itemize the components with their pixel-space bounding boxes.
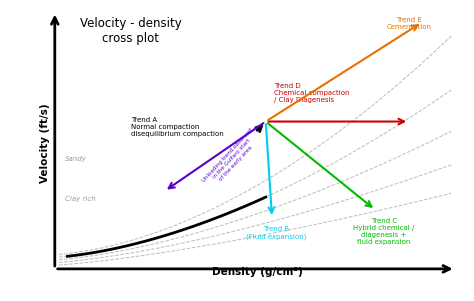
Text: Velocity - density
cross plot: Velocity - density cross plot: [80, 17, 182, 45]
Text: Trend B
(Fluid expansion): Trend B (Fluid expansion): [246, 226, 307, 240]
Text: Clay rich: Clay rich: [65, 196, 96, 202]
Text: Trend D
Chemical compaction
/ Clay Diagenesis: Trend D Chemical compaction / Clay Diage…: [274, 83, 350, 103]
Text: Sandy: Sandy: [65, 156, 87, 162]
Text: Velocity (ft/s): Velocity (ft/s): [40, 103, 50, 183]
Text: Trend C
Hybrid chemical /
diagenesis +
fluid expansion: Trend C Hybrid chemical / diagenesis + f…: [353, 218, 415, 245]
Text: Density (g/cm³): Density (g/cm³): [212, 267, 303, 277]
Text: Trend A
Normal compaction
disequilibrium compaction: Trend A Normal compaction disequilibrium…: [131, 117, 223, 137]
Text: Unloading trend observed
in the Gulfaro start
of the early area: Unloading trend observed in the Gulfaro …: [201, 127, 263, 191]
Text: Trend E
Cementation: Trend E Cementation: [387, 17, 432, 30]
